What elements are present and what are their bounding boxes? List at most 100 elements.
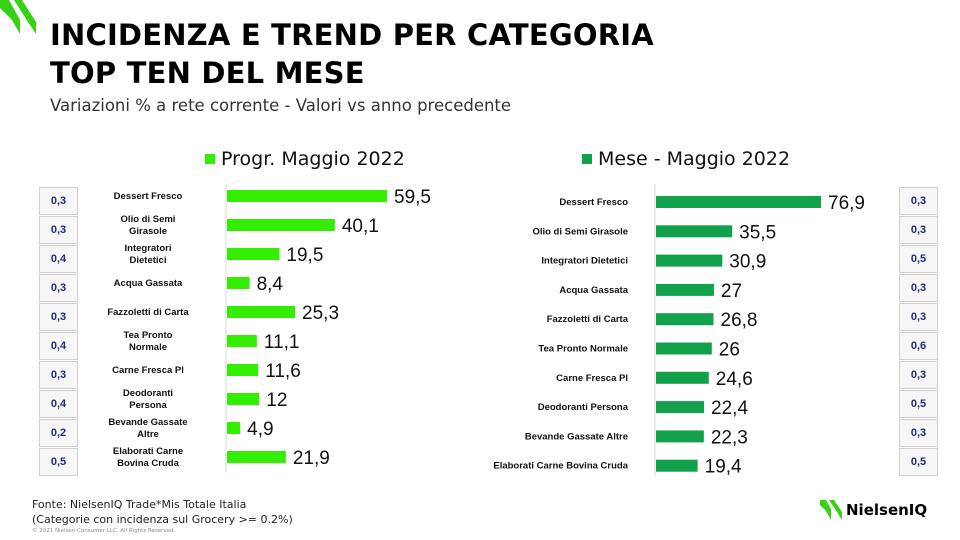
bar-left-1 (227, 219, 335, 231)
value-label-left-6: 11,6 (265, 361, 301, 382)
value-label-right-9: 19,4 (705, 457, 742, 478)
bar-right-3 (656, 283, 714, 296)
incidence-box-left-7: 0,4 (39, 390, 78, 418)
bar-left-2 (227, 248, 280, 260)
bar-left-3 (227, 277, 250, 289)
category-label-right-3: Acqua Gassata (559, 285, 628, 296)
incidence-box-left-3: 0,3 (39, 274, 78, 302)
incidence-box-left-5: 0,4 (39, 332, 78, 360)
bar-right-2 (656, 254, 723, 267)
incidence-box-left-4: 0,3 (39, 303, 78, 331)
bar-left-7 (227, 393, 260, 405)
value-label-right-8: 22,3 (711, 427, 748, 448)
bar-left-8 (227, 422, 241, 434)
incidence-box-right-8: 0,3 (899, 419, 938, 447)
value-label-left-3: 8,4 (257, 274, 284, 295)
bar-left-4 (227, 306, 296, 318)
bar-right-7 (656, 401, 705, 414)
incidence-box-left-1: 0,3 (39, 216, 78, 244)
bar-right-6 (656, 371, 709, 384)
value-label-left-9: 21,9 (293, 448, 330, 469)
category-label-left-1: Olio di Semi Girasole (121, 214, 176, 237)
bar-right-5 (656, 342, 712, 355)
incidence-column-right: 0,3 0,3 0,5 0,3 0,3 0,6 0,3 0,5 0,3 0,5 (899, 187, 939, 477)
bar-left-6 (227, 364, 259, 376)
category-label-right-4: Fazzoletti di Carta (547, 314, 629, 325)
bar-right-4 (656, 313, 714, 326)
footer-source: Fonte: NielsenIQ Trade*Mis Totale Italia (32, 498, 247, 511)
incidence-box-left-0: 0,3 (39, 187, 78, 215)
value-label-right-4: 26,8 (721, 310, 758, 331)
bar-right-1 (656, 225, 733, 238)
bar-left-5 (227, 335, 257, 347)
footer: Fonte: NielsenIQ Trade*Mis Totale Italia… (32, 497, 293, 527)
value-label-right-6: 24,6 (716, 369, 753, 390)
value-label-left-0: 59,5 (394, 187, 431, 208)
incidence-box-right-1: 0,3 (899, 216, 938, 244)
category-label-left-6: Carne Fresca Pl (112, 365, 184, 376)
value-label-right-3: 27 (721, 281, 742, 302)
incidence-box-right-3: 0,3 (899, 274, 938, 302)
category-label-right-5: Tea Pronto Normale (538, 344, 628, 355)
category-label-right-1: Olio di Semi Girasole (532, 226, 628, 237)
bar-right-8 (656, 430, 704, 443)
incidence-box-left-8: 0,2 (39, 419, 78, 447)
legend-right: Mese - Maggio 2022 (582, 148, 790, 170)
chart-progressive: 59,5 Dessert Fresco 40,1 Olio di Semi Giraso… (107, 184, 431, 472)
page-title: INCIDENZA E TREND PER CATEGORIA TOP TEN … (50, 16, 654, 92)
category-label-left-5: Tea Pronto Normale (124, 330, 173, 353)
incidence-box-right-5: 0,6 (899, 332, 938, 360)
footer-note: (Categorie con incidenza sul Grocery >= … (32, 513, 293, 526)
category-label-right-6: Carne Fresca Pl (556, 373, 628, 384)
bar-left-0 (227, 190, 387, 202)
bar-right-0 (656, 196, 821, 208)
category-label-left-8: Bevande Gassate Altre (108, 417, 187, 440)
value-label-right-7: 22,4 (711, 398, 748, 419)
value-label-left-7: 12 (266, 390, 287, 411)
category-label-right-0: Dessert Fresco (559, 197, 628, 208)
incidence-box-left-2: 0,4 (39, 245, 78, 273)
incidence-column-left: 0,3 0,3 0,4 0,3 0,3 0,4 0,3 0,4 0,2 0,5 (39, 187, 79, 477)
value-label-left-4: 25,3 (302, 303, 339, 324)
incidence-box-right-9: 0,5 (899, 448, 938, 476)
value-label-left-8: 4,9 (247, 419, 273, 440)
value-label-left-2: 19,5 (286, 245, 323, 266)
category-label-left-3: Acqua Gassata (114, 278, 183, 289)
legend-left-swatch (205, 154, 215, 164)
nielseniq-logo: NielsenIQ (820, 500, 927, 520)
chart-monthly: 76,9 Dessert Fresco 35,5 Olio di Semi Giras… (493, 184, 865, 478)
bar-left-9 (227, 451, 286, 463)
incidence-box-right-4: 0,3 (899, 303, 938, 331)
value-label-right-1: 35,5 (739, 222, 776, 243)
value-label-right-5: 26 (719, 340, 740, 361)
incidence-box-left-9: 0,5 (39, 448, 78, 476)
legend-right-label: Mese - Maggio 2022 (598, 148, 791, 170)
category-label-right-9: Elaborati Carne Bovina Cruda (493, 461, 628, 472)
title-line-2: TOP TEN DEL MESE (50, 56, 365, 90)
category-label-right-2: Integratori Dietetici (541, 256, 628, 267)
nielseniq-logo-icon (820, 500, 842, 520)
value-label-left-1: 40,1 (342, 216, 379, 237)
page-subtitle: Variazioni % a rete corrente - Valori vs… (50, 96, 512, 115)
copyright: © 2021 Nielsen Consumer LLC. All Rights … (32, 528, 176, 534)
category-label-right-7: Deodoranti Persona (538, 402, 629, 413)
bar-right-9 (656, 459, 698, 472)
category-label-left-4: Fazzoletti di Carta (107, 307, 189, 318)
legend-right-swatch (582, 154, 592, 164)
incidence-box-right-7: 0,5 (899, 390, 938, 418)
logo-text: NielsenIQ (846, 501, 928, 519)
legend-left-label: Progr. Maggio 2022 (221, 148, 405, 170)
incidence-box-right-0: 0,3 (899, 187, 938, 215)
brand-corner-icon (0, 0, 36, 34)
category-label-left-0: Dessert Fresco (114, 191, 183, 202)
title-line-1: INCIDENZA E TREND PER CATEGORIA (50, 18, 654, 52)
incidence-box-left-6: 0,3 (39, 361, 78, 389)
category-label-left-7: Deodoranti Persona (123, 388, 173, 411)
value-label-right-2: 30,9 (729, 252, 766, 273)
category-label-left-9: Elaborati Carne Bovina Cruda (113, 446, 183, 469)
value-label-right-0: 76,9 (828, 193, 865, 214)
legend-left: Progr. Maggio 2022 (205, 148, 405, 170)
category-label-left-2: Integratori Dietetici (125, 243, 172, 266)
incidence-box-right-2: 0,5 (899, 245, 938, 273)
incidence-box-right-6: 0,3 (899, 361, 938, 389)
